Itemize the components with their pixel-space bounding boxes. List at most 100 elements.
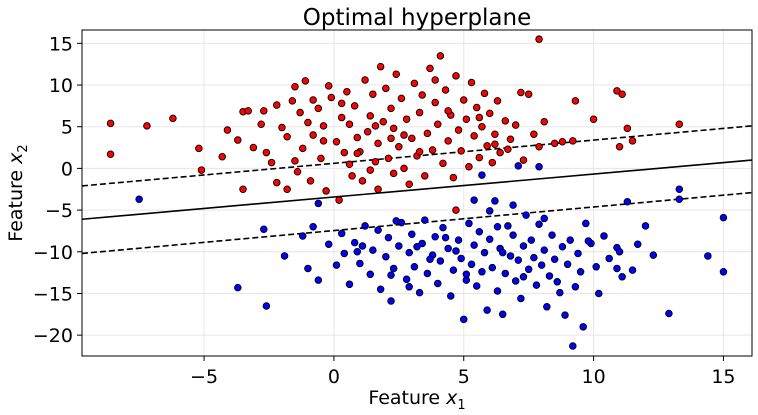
blue-point <box>447 292 455 300</box>
red-point <box>296 108 304 117</box>
red-point <box>491 140 499 148</box>
x-tick-label: 15 <box>711 366 735 388</box>
blue-point <box>465 219 473 228</box>
red-point <box>363 127 372 136</box>
blue-point <box>402 275 411 284</box>
blue-point <box>361 222 369 230</box>
y-tick-label: −20 <box>33 325 73 347</box>
red-point <box>452 72 460 80</box>
blue-point <box>532 281 541 289</box>
red-point <box>369 90 377 98</box>
red-point <box>506 135 515 143</box>
red-point <box>218 152 226 161</box>
blue-point <box>488 263 497 272</box>
blue-point <box>434 279 442 288</box>
red-point <box>405 180 413 188</box>
blue-point <box>454 236 463 244</box>
red-point <box>475 113 484 122</box>
red-point <box>569 137 577 145</box>
blue-point <box>436 257 445 265</box>
red-point <box>345 120 354 128</box>
red-point <box>309 96 317 104</box>
red-point <box>337 99 346 108</box>
red-point <box>317 154 325 163</box>
red-point <box>273 101 281 109</box>
blue-point <box>485 235 494 244</box>
y-tick-label: −10 <box>33 242 73 264</box>
red-point <box>249 143 258 152</box>
blue-point <box>509 231 517 239</box>
blue-point <box>374 226 382 234</box>
x-axis-label-var: x <box>445 387 458 409</box>
axis-ticks: −5 0 5 10 15 −20 −15 −10 −5 0 5 10 15 <box>33 33 736 388</box>
blue-point <box>561 311 569 319</box>
blue-point <box>470 241 478 249</box>
blue-point <box>426 255 434 264</box>
blue-point <box>498 248 507 257</box>
red-point <box>530 130 538 138</box>
blue-point <box>408 230 416 239</box>
red-point <box>408 134 416 143</box>
blue-point <box>262 302 271 310</box>
blue-point <box>452 247 460 255</box>
blue-point <box>478 171 486 179</box>
blue-point <box>556 288 564 297</box>
red-point <box>483 142 491 150</box>
blue-point <box>506 252 515 260</box>
blue-point <box>366 270 375 279</box>
red-point <box>493 97 502 105</box>
blue-point <box>467 260 476 269</box>
red-point <box>327 93 336 102</box>
blue-point <box>493 287 502 295</box>
blue-point <box>719 213 728 222</box>
blue-point <box>519 242 528 250</box>
blue-point <box>641 222 650 230</box>
red-point <box>353 133 362 142</box>
red-point <box>392 70 400 78</box>
red-point <box>324 82 333 90</box>
red-point <box>395 142 403 151</box>
red-point <box>374 185 382 193</box>
blue-point <box>649 251 658 259</box>
blue-point <box>480 248 489 257</box>
y-tick-label: 10 <box>49 75 73 97</box>
red-point <box>400 131 408 139</box>
blue-point <box>514 256 523 264</box>
blue-point <box>332 261 341 269</box>
red-point <box>366 112 375 120</box>
blue-point <box>595 289 603 298</box>
blue-point <box>623 198 632 206</box>
blue-point <box>475 228 484 236</box>
red-point <box>143 122 151 130</box>
red-point <box>106 150 115 158</box>
blue-point <box>441 233 450 242</box>
blue-point <box>535 220 543 229</box>
red-point <box>366 166 375 174</box>
red-point <box>314 104 323 113</box>
red-point <box>436 52 445 60</box>
blue-point <box>511 277 520 285</box>
red-point <box>431 76 439 84</box>
x-tick-label: 5 <box>458 366 470 388</box>
red-point <box>283 185 291 193</box>
red-point <box>402 115 411 123</box>
blue-point <box>553 278 561 286</box>
blue-point <box>387 271 395 279</box>
blue-point <box>522 211 530 219</box>
red-point <box>459 96 468 104</box>
blue-point <box>543 303 551 311</box>
blue-point <box>314 199 323 208</box>
blue-point <box>628 266 637 274</box>
blue-point <box>413 243 421 251</box>
blue-point <box>459 315 468 324</box>
red-point <box>387 104 395 113</box>
blue-point <box>457 254 465 263</box>
red-point <box>309 131 317 139</box>
blue-point <box>324 240 333 249</box>
red-point <box>298 144 307 153</box>
red-point <box>535 142 543 151</box>
blue-point <box>527 236 536 244</box>
red-point <box>345 160 354 168</box>
y-axis-label-prefix: Feature <box>5 164 27 242</box>
